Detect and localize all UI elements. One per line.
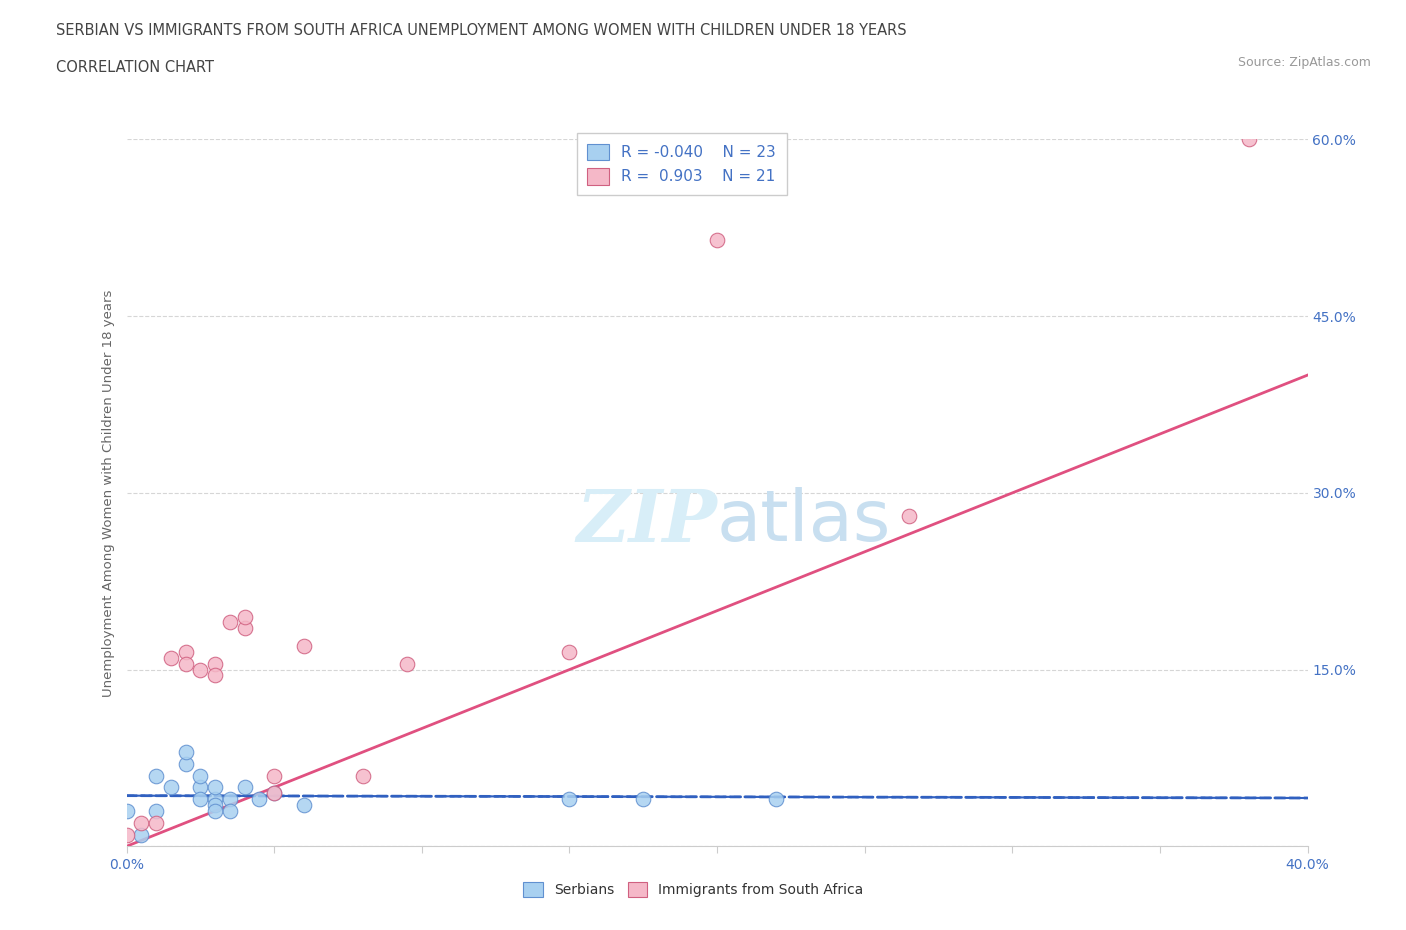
Point (292, 639, 315, 654)
Point (174, 756, 197, 771)
Point (396, 657, 419, 671)
Point (159, 650, 183, 665)
Point (631, 791, 654, 806)
Point (233, 780, 256, 795)
Point (263, 786, 285, 801)
Text: CORRELATION CHART: CORRELATION CHART (56, 60, 214, 75)
Text: Source: ZipAtlas.com: Source: ZipAtlas.com (1237, 56, 1371, 69)
Text: ZIP: ZIP (576, 485, 717, 557)
Point (188, 662, 211, 677)
Point (292, 798, 315, 813)
Point (204, 804, 226, 818)
Point (233, 621, 256, 636)
Point (352, 768, 374, 783)
Text: atlas: atlas (717, 486, 891, 555)
Point (174, 644, 197, 659)
Point (115, 804, 138, 818)
Point (219, 791, 242, 806)
Y-axis label: Unemployment Among Women with Children Under 18 years: Unemployment Among Women with Children U… (103, 289, 115, 697)
Point (204, 780, 226, 795)
Point (706, 232, 728, 247)
Point (129, 816, 153, 830)
Point (159, 780, 183, 795)
Point (204, 791, 226, 806)
Point (558, 644, 581, 659)
Point (219, 804, 242, 818)
Point (188, 780, 211, 795)
Legend: Serbians, Immigrants from South Africa: Serbians, Immigrants from South Africa (517, 877, 869, 903)
Point (765, 791, 787, 806)
Point (1237, 132, 1260, 147)
Point (263, 786, 285, 801)
Point (188, 791, 211, 806)
Point (115, 827, 138, 842)
Point (129, 827, 153, 842)
Point (145, 816, 167, 830)
Point (145, 768, 167, 783)
Text: SERBIAN VS IMMIGRANTS FROM SOUTH AFRICA UNEMPLOYMENT AMONG WOMEN WITH CHILDREN U: SERBIAN VS IMMIGRANTS FROM SOUTH AFRICA … (56, 23, 907, 38)
Point (204, 668, 226, 683)
Point (263, 768, 285, 783)
Point (145, 804, 167, 818)
Point (188, 768, 211, 783)
Point (897, 509, 920, 524)
Point (174, 745, 197, 760)
Point (204, 798, 226, 813)
Point (174, 657, 197, 671)
Point (233, 609, 256, 624)
Point (204, 657, 226, 671)
Point (247, 791, 270, 806)
Point (219, 615, 242, 630)
Point (558, 791, 581, 806)
